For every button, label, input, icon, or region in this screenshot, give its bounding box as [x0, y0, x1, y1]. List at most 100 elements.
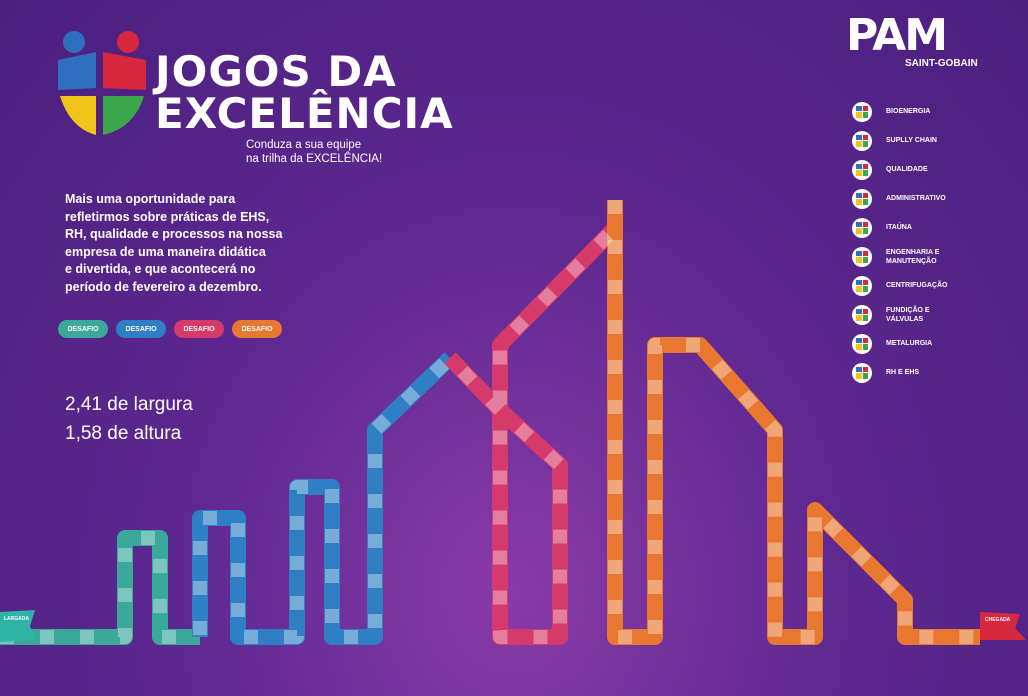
team-icon: [852, 304, 872, 325]
team-label-line: ENGENHARIA E: [886, 248, 940, 256]
badges: DESAFIO DESAFIO DESAFIO DESAFIO: [58, 320, 282, 338]
icon-quadrant: [862, 105, 868, 111]
team-legend: BIOENERGIA SUPLLY CHAIN QUALIDADE ADMINISTR…: [852, 97, 947, 387]
intro: Mais uma oportunidade para refletirmos so…: [65, 191, 282, 296]
team-label-line: MANUTENÇÃO: [886, 257, 937, 265]
badge: DESAFIO: [116, 320, 166, 338]
icon-quadrant: [862, 286, 868, 292]
team-label-line: ADMINISTRATIVO: [886, 195, 946, 202]
icon-quadrant: [856, 112, 862, 118]
badge: DESAFIO: [58, 320, 108, 338]
icon-quadrant: [862, 250, 868, 256]
icon-quadrant: [862, 308, 868, 314]
icon-quadrant: [856, 366, 862, 372]
icon-quadrant: [856, 228, 862, 234]
intro-line: e divertida, e que acontecerá no: [65, 262, 256, 276]
icon-quadrant: [856, 373, 862, 379]
icon-quadrant: [856, 221, 862, 227]
intro-line: período de fevereiro a dezembro.: [65, 279, 262, 294]
icon-quadrant: [862, 163, 868, 169]
team-label: RH E EHS: [886, 368, 919, 377]
team-icon: [852, 217, 872, 238]
team-icon: [852, 246, 872, 267]
icon-quadrant: [862, 366, 868, 372]
team-label-line: SUPLLY CHAIN: [886, 137, 937, 144]
team-label: ADMINISTRATIVO: [886, 194, 946, 203]
team-label: SUPLLY CHAIN: [886, 136, 937, 145]
team-item: CENTRIFUGAÇÃO: [852, 271, 947, 300]
team-label: CENTRIFUGAÇÃO: [886, 281, 947, 290]
team-label-line: QUALIDADE: [886, 166, 928, 173]
icon-quadrant: [856, 192, 862, 198]
team-label-line: CENTRIFUGAÇÃO: [886, 282, 948, 289]
team-item: ITAÚNA: [852, 213, 947, 242]
team-label: METALURGIA: [886, 339, 932, 348]
team-label: ENGENHARIA E MANUTENÇÃO: [886, 248, 939, 266]
brand-group: SAINT-GOBAIN: [905, 58, 978, 69]
team-label-line: VÁLVULAS: [886, 315, 924, 323]
team-icon: [852, 362, 872, 383]
icon-quadrant: [862, 257, 868, 263]
brand-name: PAM: [846, 10, 948, 61]
icon-quadrant: [856, 105, 862, 111]
team-item: FUNDIÇÃO E VÁLVULAS: [852, 300, 947, 329]
team-item: ENGENHARIA E MANUTENÇÃO: [852, 242, 947, 271]
icon-quadrant: [856, 141, 862, 147]
team-icon: [852, 275, 872, 296]
badge: DESAFIO: [174, 320, 224, 338]
team-item: SUPLLY CHAIN: [852, 126, 947, 155]
team-label: QUALIDADE: [886, 165, 928, 174]
badge: DESAFIO: [232, 320, 282, 338]
icon-quadrant: [862, 199, 868, 205]
icon-quadrant: [862, 228, 868, 234]
intro-line: Mais uma oportunidade para: [65, 192, 236, 206]
icon-quadrant: [862, 221, 868, 227]
intro-line: empresa de uma maneira didática: [65, 244, 266, 259]
team-label-line: BIOENERGIA: [886, 108, 931, 115]
icon-quadrant: [862, 337, 868, 343]
team-label-line: METALURGIA: [886, 340, 933, 347]
icon-quadrant: [856, 134, 862, 140]
tagline: Conduza a sua equipe: [246, 139, 362, 151]
intro-line: refletirmos sobre práticas de EHS,: [65, 209, 270, 224]
dimension: 1,58 de altura: [65, 423, 182, 444]
team-icon: [852, 130, 872, 151]
icon-quadrant: [856, 199, 862, 205]
icon-quadrant: [862, 141, 868, 147]
icon-quadrant: [862, 134, 868, 140]
team-icon: [852, 101, 872, 122]
intro-line: RH, qualidade e processos na nossa: [65, 227, 283, 241]
icon-quadrant: [856, 170, 862, 176]
icon-quadrant: [856, 279, 862, 285]
icon-quadrant: [862, 279, 868, 285]
dimensions: 2,41 de largura 1,58 de altura: [65, 390, 193, 448]
team-label-line: RH E EHS: [886, 369, 920, 376]
icon-quadrant: [856, 257, 862, 263]
team-item: RH E EHS: [852, 358, 947, 387]
icon-quadrant: [862, 170, 868, 176]
dimension: 2,41 de largura: [65, 394, 193, 415]
team-label-line: ITAÚNA: [886, 224, 912, 231]
team-icon: [852, 159, 872, 180]
icon-quadrant: [862, 315, 868, 321]
team-item: BIOENERGIA: [852, 97, 947, 126]
team-label: ITAÚNA: [886, 223, 912, 232]
team-icon: [852, 188, 872, 209]
icon-quadrant: [862, 373, 868, 379]
team-icon: [852, 333, 872, 354]
team-item: ADMINISTRATIVO: [852, 184, 947, 213]
icon-quadrant: [856, 250, 862, 256]
start-flag: LARGADA: [4, 616, 29, 622]
icon-quadrant: [862, 344, 868, 350]
team-label: FUNDIÇÃO E VÁLVULAS: [886, 306, 930, 324]
icon-quadrant: [856, 337, 862, 343]
team-item: METALURGIA: [852, 329, 947, 358]
logo-title: EXCELÊNCIA: [155, 89, 454, 138]
team-label: BIOENERGIA: [886, 107, 930, 116]
icon-quadrant: [862, 192, 868, 198]
icon-quadrant: [856, 308, 862, 314]
icon-quadrant: [856, 344, 862, 350]
icon-quadrant: [856, 286, 862, 292]
